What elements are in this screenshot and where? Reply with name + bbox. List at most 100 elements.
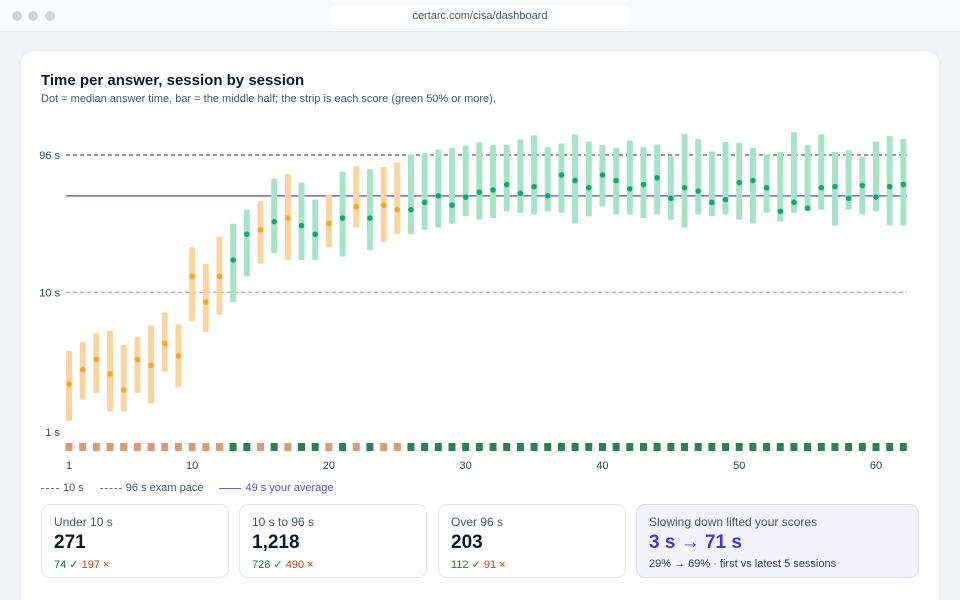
iqr-bar [189, 247, 196, 322]
score-strip-cell [243, 443, 251, 451]
score-strip-cell [653, 443, 661, 451]
window-close-icon[interactable] [12, 11, 22, 21]
iqr-bar [626, 140, 633, 215]
iqr-bar [462, 145, 469, 217]
iqr-bar [353, 166, 360, 228]
url-bar[interactable]: certarc.com/cisa/dashboard [330, 6, 630, 26]
median-dot [380, 202, 387, 208]
median-dot [640, 181, 647, 188]
iqr-bar [503, 144, 510, 212]
median-dot [189, 273, 195, 280]
iqr-bar [544, 146, 551, 212]
iqr-bar [448, 147, 455, 224]
score-strip-cell [298, 443, 306, 451]
median-dot [462, 194, 469, 200]
score-strip-cell [462, 443, 470, 451]
score-strip-cell [639, 443, 647, 451]
iqr-bar [339, 171, 346, 257]
iqr-bar [312, 199, 319, 261]
iqr-bar [394, 162, 401, 235]
stat-correct: 74 ✓ [54, 559, 79, 571]
score-strip-cell [352, 443, 360, 451]
iqr-bar [230, 223, 237, 303]
window-minimize-icon[interactable] [28, 11, 38, 21]
iqr-bar [818, 134, 825, 210]
score-strip-cell [65, 443, 73, 451]
median-dot [216, 273, 223, 280]
score-strip-cell [571, 443, 579, 451]
median-dot [244, 231, 250, 238]
score-strip-cell [270, 443, 278, 451]
median-dot [449, 202, 455, 208]
median-dot [763, 184, 770, 191]
median-dot [339, 215, 346, 221]
browser-bar: certarc.com/cisa/dashboard [0, 0, 960, 32]
score-strip-cell [667, 443, 675, 451]
median-dot [271, 218, 277, 225]
score-strip-cell [489, 443, 497, 451]
iqr-bar [107, 330, 114, 412]
median-dot [476, 189, 483, 196]
median-dot [572, 177, 578, 184]
score-strip-cell [366, 443, 374, 451]
score-strip-cell [106, 443, 114, 451]
score-strip-cell [708, 443, 716, 451]
score-strip-cell [393, 443, 401, 451]
score-strip-cell [845, 443, 853, 451]
y-tick-label: 10 s [39, 287, 60, 299]
score-strip-cell [886, 443, 894, 451]
iqr-bar [476, 141, 483, 220]
score-strip-cell [557, 443, 565, 451]
median-dot [257, 226, 264, 233]
score-strip-cell [256, 443, 264, 451]
iqr-bar [749, 147, 756, 224]
median-dot [79, 366, 86, 373]
stat-wrong: 91 × [483, 559, 506, 571]
insight-detail: 29% → 69% · first vs latest 5 sessions [649, 558, 837, 570]
score-strip-cell [872, 443, 880, 451]
median-dot [832, 183, 838, 190]
score-strip-cell [215, 443, 223, 451]
median-dot [626, 186, 633, 192]
window-maximize-icon[interactable] [45, 11, 55, 21]
score-strip-cell [516, 443, 524, 451]
iqr-bar [790, 132, 797, 213]
median-dot [818, 184, 825, 191]
x-tick-label: 10 [186, 460, 198, 472]
stat-value: 271 [54, 532, 86, 553]
iqr-bar [681, 133, 688, 228]
score-strip-cell [626, 443, 634, 451]
iqr-bar [421, 153, 428, 230]
median-dot [886, 183, 893, 190]
score-strip-cell [229, 443, 237, 451]
median-dot [93, 356, 100, 363]
stat-value: 203 [451, 532, 483, 553]
median-dot [531, 183, 537, 190]
median-dot [859, 182, 866, 189]
stat-wrong: 197 × [81, 559, 110, 571]
iqr-bar [298, 182, 305, 261]
stat-correct: 112 ✓ [451, 559, 481, 571]
stat-value: 1,218 [252, 532, 300, 553]
median-dot [736, 179, 743, 186]
iqr-bar [777, 151, 784, 222]
median-dot [900, 181, 907, 188]
median-dot [394, 206, 401, 213]
median-dot [490, 187, 496, 193]
median-dot [148, 362, 154, 369]
score-strip-cell [749, 443, 757, 451]
median-dot [558, 172, 565, 178]
score-strip-cell [804, 443, 812, 451]
median-dot [791, 199, 797, 206]
legend-average: 49 s your average [219, 482, 334, 494]
iqr-bar [243, 209, 250, 277]
iqr-bar [845, 150, 852, 210]
iqr-bar [886, 136, 893, 226]
insight-label: Slowing down lifted your scores [649, 515, 818, 529]
score-strip-cell [407, 443, 415, 451]
stat-over-96s: Over 96 s 203 112 ✓ 91 × [438, 504, 626, 578]
score-strip-cell [284, 443, 292, 451]
insight-value: 3 s → 71 s [649, 532, 742, 553]
score-strip-cell [339, 443, 347, 451]
iqr-bar [804, 145, 811, 212]
